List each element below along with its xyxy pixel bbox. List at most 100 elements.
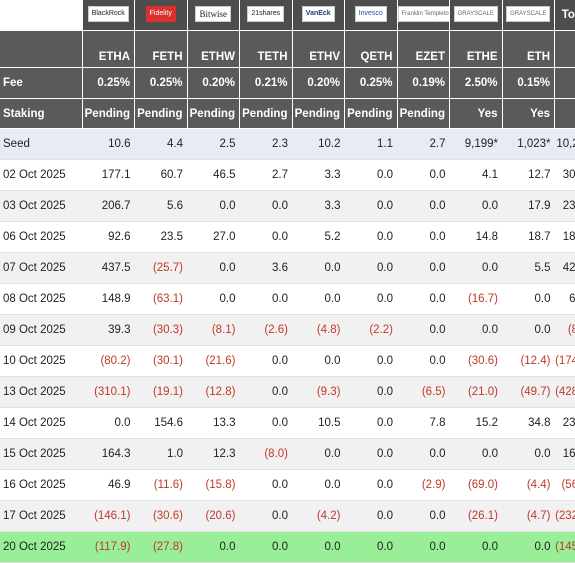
flow-cell: 0.0	[187, 284, 240, 315]
staking-cell: Pending	[397, 99, 450, 129]
ticker-cell: ETHV	[292, 31, 345, 68]
flow-cell: 0.0	[397, 315, 450, 346]
flow-cell: (4.4)	[502, 470, 555, 501]
fee-cell: 0.20%	[292, 68, 345, 99]
flow-cell: 27.0	[187, 222, 240, 253]
flow-cell: 0.0	[240, 346, 293, 377]
total-cell: 307.1	[555, 160, 575, 191]
flow-cell: 0.0	[450, 315, 503, 346]
flow-cell: 0.0	[502, 284, 555, 315]
flow-cell: 15.2	[450, 408, 503, 439]
flow-cell: 0.0	[292, 346, 345, 377]
ticker-cell: ETHW	[187, 31, 240, 68]
flow-cell: 206.7	[82, 191, 135, 222]
flow-cell: 0.0	[397, 191, 450, 222]
flow-cell: 9,199*	[450, 129, 503, 160]
flow-cell: (8.1)	[187, 315, 240, 346]
flow-cell: 10.2	[292, 129, 345, 160]
ticker-cell: ETHA	[82, 31, 135, 68]
bitwise-logo: Bitwise	[195, 6, 231, 22]
flow-cell: (30.3)	[135, 315, 188, 346]
flow-cell: (30.6)	[135, 501, 188, 532]
flow-cell: (12.8)	[187, 377, 240, 408]
flow-cell: 7.8	[397, 408, 450, 439]
ticker-total-cell	[555, 31, 575, 68]
flow-cell: 5.5	[502, 253, 555, 284]
row-date-label: 13 Oct 2025	[0, 377, 82, 408]
flow-cell: 5.2	[292, 222, 345, 253]
flow-cell: 0.0	[345, 222, 398, 253]
flow-cell: 1.0	[135, 439, 188, 470]
staking-label: Staking	[0, 99, 82, 129]
staking-total-cell	[555, 99, 575, 129]
total-cell: 420.9	[555, 253, 575, 284]
total-cell: (8.7)	[555, 315, 575, 346]
flow-cell: 2.7	[397, 129, 450, 160]
fee-total-cell	[555, 68, 575, 99]
flow-cell: (19.1)	[135, 377, 188, 408]
ticker-cell: ETHE	[450, 31, 503, 68]
flow-cell: 23.5	[135, 222, 188, 253]
flow-cell: 12.7	[502, 160, 555, 191]
flow-cell: 0.0	[345, 439, 398, 470]
flow-cell: 0.0	[502, 532, 555, 563]
flow-cell: 0.0	[82, 408, 135, 439]
flow-cell: 1,023*	[502, 129, 555, 160]
ticker-cell: QETH	[345, 31, 398, 68]
flow-cell: 17.9	[502, 191, 555, 222]
flow-cell: 0.0	[345, 160, 398, 191]
flow-cell: (6.5)	[397, 377, 450, 408]
total-cell: (232.3)	[555, 501, 575, 532]
flow-cell: 46.9	[82, 470, 135, 501]
flow-cell: 3.6	[240, 253, 293, 284]
table-row: 13 Oct 2025(310.1)(19.1)(12.8)0.0(9.3)0.…	[0, 377, 575, 408]
flow-cell: (2.6)	[240, 315, 293, 346]
total-cell: (56.8)	[555, 470, 575, 501]
flow-cell: 0.0	[397, 160, 450, 191]
flow-cell: 148.9	[82, 284, 135, 315]
ticker-label-cell	[0, 31, 82, 68]
flow-cell: 0.0	[502, 439, 555, 470]
flow-cell: 2.5	[187, 129, 240, 160]
flow-cell: 10.5	[292, 408, 345, 439]
staking-cell: Pending	[187, 99, 240, 129]
invesco-logo: Invesco	[355, 6, 387, 22]
flow-cell: 0.0	[345, 408, 398, 439]
flow-cell: (15.8)	[187, 470, 240, 501]
total-cell: 236.2	[555, 408, 575, 439]
flow-cell: 0.0	[240, 408, 293, 439]
flow-cell: (25.7)	[135, 253, 188, 284]
flow-cell: 0.0	[345, 377, 398, 408]
flow-cell: 0.0	[240, 222, 293, 253]
flow-cell: (26.1)	[450, 501, 503, 532]
row-date-label: 14 Oct 2025	[0, 408, 82, 439]
total-cell: 233.5	[555, 191, 575, 222]
fee-cell: 0.19%	[397, 68, 450, 99]
flow-cell: 1.1	[345, 129, 398, 160]
flow-cell: 0.0	[187, 191, 240, 222]
flow-cell: (49.7)	[502, 377, 555, 408]
21shares-logo: 21shares	[247, 6, 284, 22]
flow-cell: 4.1	[450, 160, 503, 191]
flow-cell: 4.4	[135, 129, 188, 160]
flow-cell: 0.0	[240, 284, 293, 315]
flow-cell: 0.0	[345, 346, 398, 377]
table-row: 17 Oct 2025(146.1)(30.6)(20.6)0.0(4.2)0.…	[0, 501, 575, 532]
staking-cell: Yes	[450, 99, 503, 129]
flow-cell: 0.0	[240, 191, 293, 222]
row-date-label: 09 Oct 2025	[0, 315, 82, 346]
flow-cell: (8.0)	[240, 439, 293, 470]
flow-cell: 0.0	[397, 532, 450, 563]
flow-cell: 0.0	[502, 315, 555, 346]
ticker-cell: TETH	[240, 31, 293, 68]
staking-cell: Yes	[502, 99, 555, 129]
flow-cell: (11.6)	[135, 470, 188, 501]
flow-cell: (21.0)	[450, 377, 503, 408]
